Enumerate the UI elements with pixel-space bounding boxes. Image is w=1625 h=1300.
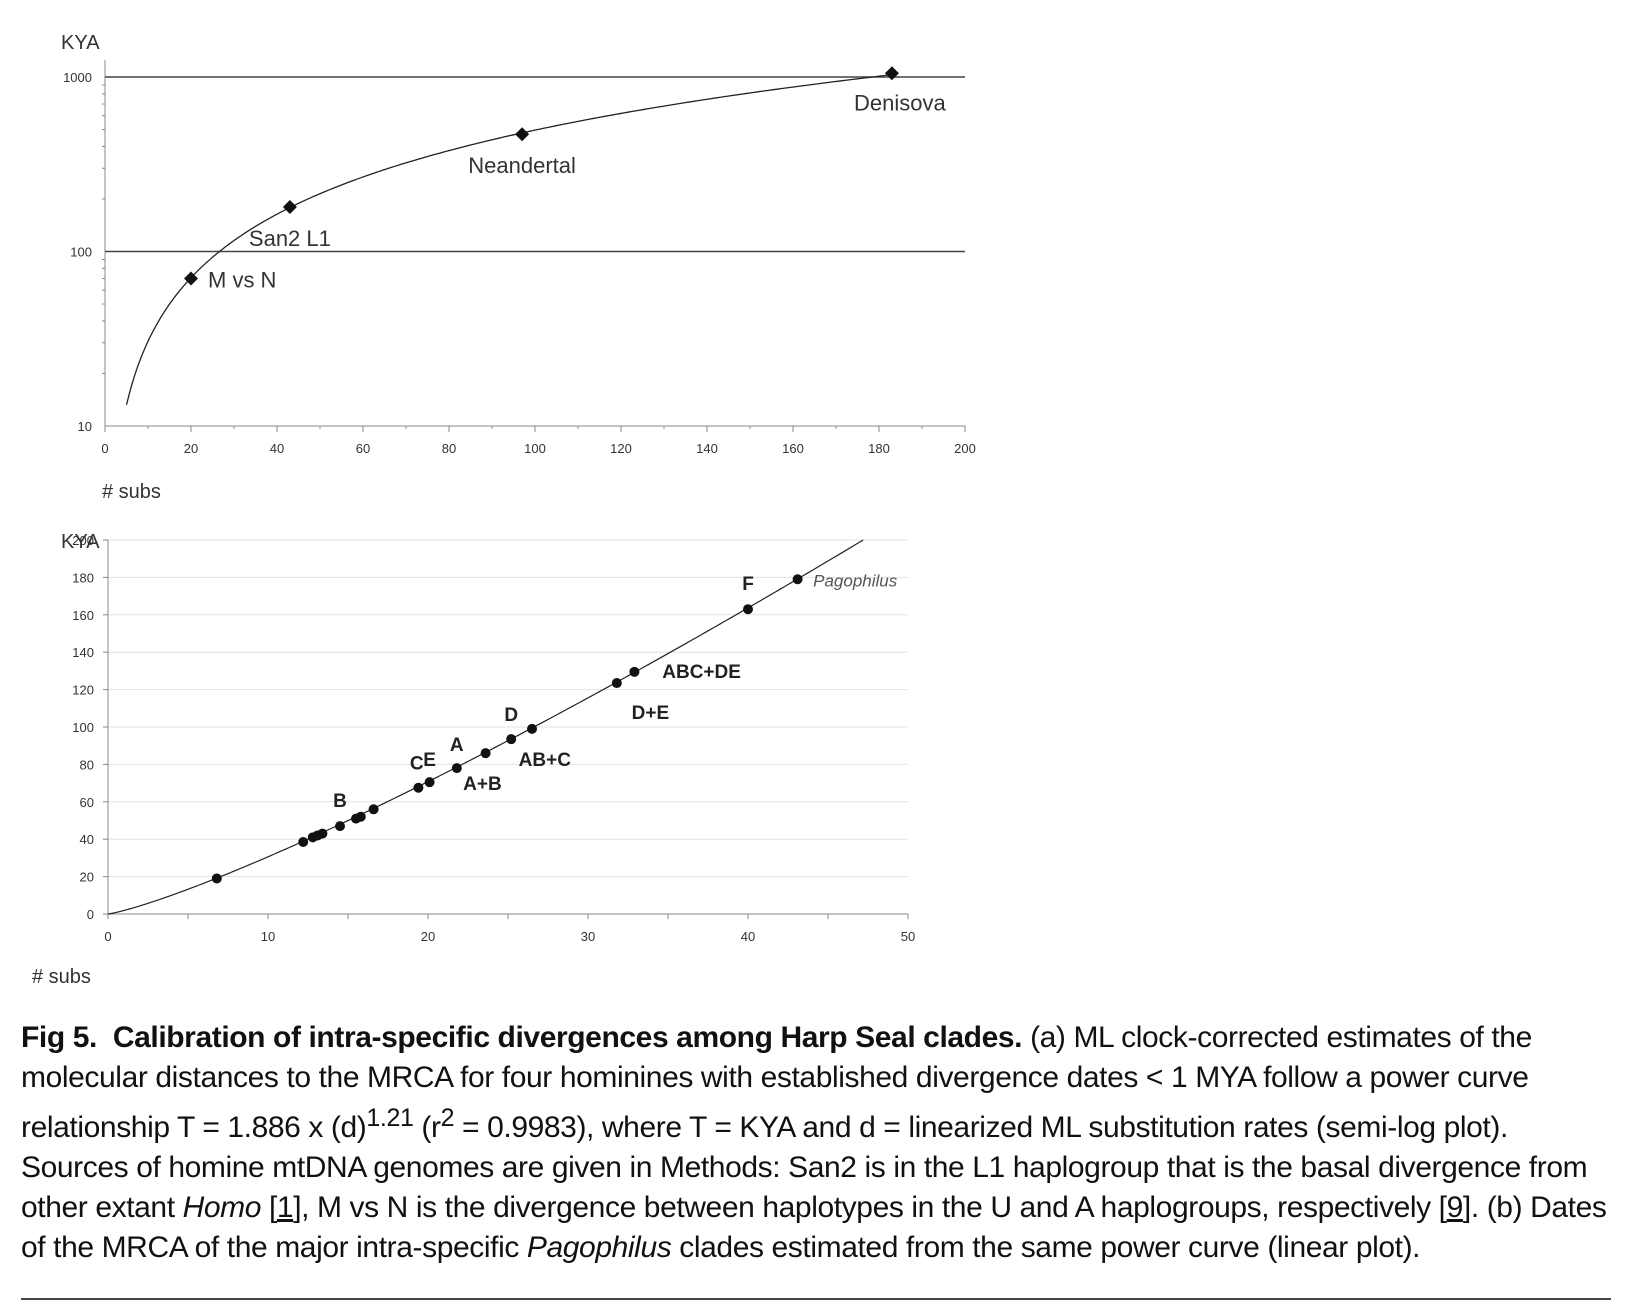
panel-b-y-tick-label: 160 bbox=[72, 608, 94, 623]
panel-b-data-point bbox=[355, 811, 366, 822]
panel-b-x-tick-label: 40 bbox=[741, 929, 755, 944]
caption-title: Calibration of intra-specific divergence… bbox=[112, 1021, 1023, 1054]
panel-b-tick-labels: 0 10 20 30 40 50 0 20 40 60 80 100 120 140 160 180 200 bbox=[72, 533, 915, 944]
panel-b-data-point bbox=[527, 723, 537, 734]
panel-b-annotation: D bbox=[504, 705, 518, 726]
panel-a-data-point bbox=[282, 199, 297, 214]
caption-figure-number: Fig 5. bbox=[21, 1021, 97, 1054]
panel-a-x-tick-label: 120 bbox=[610, 441, 632, 456]
panel-b-y-tick-label: 0 bbox=[87, 907, 94, 922]
panel-b-data-point bbox=[413, 782, 424, 793]
panel-a-point-label: San2 L1 bbox=[249, 226, 331, 251]
panel-b-data-point bbox=[298, 837, 309, 848]
panel-a-point-label: M vs N bbox=[208, 268, 276, 293]
panel-b-y-tick-label: 120 bbox=[72, 683, 94, 698]
panel-b-y-axis-label: KYA bbox=[61, 531, 100, 553]
panel-b-annotation: A+B bbox=[463, 774, 502, 795]
panel-b-annotations: B C EA A+B D AB+C D+E ABC+DE F Pagophilus bbox=[333, 571, 898, 812]
panel-a-x-tick-label: 80 bbox=[442, 441, 456, 456]
panel-a-x-tick-label: 40 bbox=[270, 441, 284, 456]
caption-reference-1-link[interactable]: 1 bbox=[276, 1191, 294, 1224]
panel-b-data-point bbox=[792, 574, 803, 585]
panel-b-data-point bbox=[335, 821, 345, 832]
panel-b-y-tick-label: 100 bbox=[72, 720, 94, 735]
panel-b-chart: KYA # subs 0 10 20 30 40 50 0 20 40 60 80 100 120 140… bbox=[32, 531, 915, 988]
panel-b-x-tick-label: 20 bbox=[421, 929, 435, 944]
panel-a-data-point bbox=[184, 271, 198, 286]
panel-b-data-point bbox=[743, 604, 753, 615]
panel-a-y-tick-label: 1000 bbox=[63, 70, 92, 85]
panel-b-annotation: A bbox=[450, 735, 464, 756]
panel-a-x-tick-label: 0 bbox=[101, 441, 108, 456]
panel-b-annotation: F bbox=[742, 574, 754, 595]
panel-b-data-point bbox=[211, 873, 222, 884]
panel-b-x-axis-label: # subs bbox=[32, 966, 91, 988]
panel-a-y-tick-label: 100 bbox=[70, 245, 92, 260]
panel-a-point-label: Neandertal bbox=[468, 153, 576, 178]
panel-b-data-point bbox=[424, 777, 435, 788]
panel-a-x-axis-label: # subs bbox=[102, 481, 161, 503]
panel-a-points: M vs N San2 L1 Neandertal Denisova bbox=[184, 66, 947, 293]
panel-b-y-tick-label: 140 bbox=[72, 645, 94, 660]
panel-b-data-point bbox=[317, 828, 328, 839]
panel-a-x-tick-label: 60 bbox=[356, 441, 370, 456]
caption-text-3: = 0.9983), where T = KYA and d = lineari… bbox=[21, 1111, 1588, 1224]
panel-a-curve bbox=[125, 74, 892, 405]
panel-b-annotation: D+E bbox=[632, 703, 670, 724]
panel-a-x-tick-label: 20 bbox=[184, 441, 198, 456]
panel-b-x-tick-label: 10 bbox=[261, 929, 275, 944]
panel-b-annotation: E bbox=[423, 750, 436, 771]
panel-b-x-tick-label: 30 bbox=[581, 929, 595, 944]
caption-text-6: ]. (b) Dates of the MRCA of the major in… bbox=[21, 1191, 1607, 1264]
panel-b-y-tick-label: 80 bbox=[80, 757, 94, 772]
figure-caption: Fig 5. Calibration of intra-specific div… bbox=[21, 1018, 1611, 1268]
panel-b-x-tick-label: 50 bbox=[901, 929, 915, 944]
panel-b-annotation: Pagophilus bbox=[813, 571, 898, 590]
caption-r-squared-exponent: 2 bbox=[440, 1104, 455, 1132]
caption-homo-italic: Homo bbox=[182, 1191, 262, 1224]
panel-a-data-point bbox=[884, 66, 899, 81]
panel-b-annotation: B bbox=[333, 791, 347, 812]
panel-a-y-tick-label: 10 bbox=[78, 419, 92, 434]
panel-a-point-label: Denisova bbox=[854, 90, 946, 115]
panel-a-power-curve bbox=[125, 74, 892, 405]
panel-b-annotation: ABC+DE bbox=[662, 662, 741, 683]
panel-b-points bbox=[211, 574, 803, 884]
panel-a-x-tick-label: 140 bbox=[696, 441, 718, 456]
panel-a-x-tick-label: 180 bbox=[868, 441, 890, 456]
caption-exponent: 1.21 bbox=[366, 1104, 414, 1132]
panel-b-y-tick-label: 60 bbox=[80, 795, 94, 810]
panel-b-annotation: AB+C bbox=[519, 750, 572, 771]
panel-a-x-tick-label: 200 bbox=[954, 441, 976, 456]
panel-b-data-point bbox=[611, 678, 622, 689]
panel-a-x-tick-label: 100 bbox=[524, 441, 546, 456]
panel-b-gridlines bbox=[108, 539, 908, 878]
panel-b-axes bbox=[103, 539, 909, 919]
panel-a-chart: KYA # subs 0 20 40 60 80 100 120 140 160 180 200 10… bbox=[61, 32, 976, 503]
caption-pagophilus-italic: Pagophilus bbox=[526, 1231, 672, 1264]
panel-a-y-axis-label: KYA bbox=[61, 32, 100, 54]
caption-text-1: (a) ML clock-corrected estimates of the … bbox=[21, 1021, 1532, 1144]
panel-b-y-tick-label: 180 bbox=[72, 570, 94, 585]
caption-reference-9-link[interactable]: 9 bbox=[1446, 1191, 1464, 1224]
panel-b-data-point bbox=[506, 734, 517, 745]
caption-text-4: [ bbox=[261, 1191, 277, 1224]
caption-text-2: (r bbox=[413, 1111, 441, 1144]
panel-b-annotation: C bbox=[410, 754, 424, 775]
panel-b-data-point bbox=[629, 666, 640, 677]
caption-text-5: ], M vs N is the divergence between hapl… bbox=[293, 1191, 1447, 1224]
panel-b-y-tick-label: 40 bbox=[80, 832, 94, 847]
panel-a-x-tick-label: 160 bbox=[782, 441, 804, 456]
panel-b-x-tick-label: 0 bbox=[104, 929, 111, 944]
panel-b-data-point bbox=[451, 763, 462, 774]
caption-text-7: clades estimated from the same power cur… bbox=[671, 1231, 1421, 1264]
panel-a-data-point bbox=[515, 127, 530, 142]
panel-b-y-tick-label: 20 bbox=[80, 870, 94, 885]
panel-a-axes bbox=[102, 60, 966, 432]
panel-b-data-point bbox=[368, 804, 379, 815]
figure-canvas: KYA # subs 0 20 40 60 80 100 120 140 160 180 20010… bbox=[32, 32, 976, 988]
panel-a-tick-labels: 0 20 40 60 80 100 120 140 160 180 200 10 100 1000 bbox=[63, 70, 976, 456]
panel-b-data-point bbox=[480, 748, 491, 759]
panel-b-y-tick-label: 200 bbox=[72, 533, 94, 548]
